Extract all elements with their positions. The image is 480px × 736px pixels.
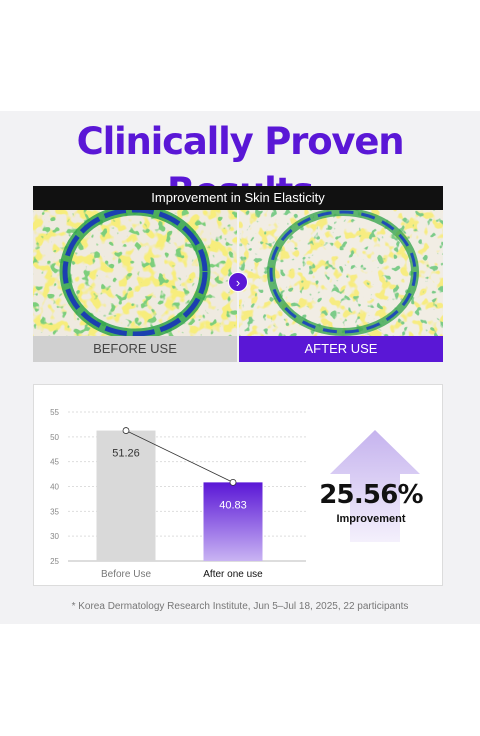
improvement-label: Improvement — [336, 513, 406, 525]
before-label: BEFORE USE — [33, 336, 237, 362]
bar-2 — [203, 482, 263, 561]
y-tick-label: 30 — [50, 532, 59, 541]
connector-line — [125, 430, 234, 483]
bar-chart: 55 50 45 40 35 30 25 51.26 Before Use 40.83 After … — [50, 408, 306, 580]
y-tick-label: 40 — [50, 483, 59, 492]
skin-comparison: Improvement in Skin Elasticity — [33, 186, 443, 376]
y-tick-label: 50 — [50, 433, 59, 442]
y-tick-label: 45 — [50, 458, 59, 467]
y-tick-label: 35 — [50, 507, 59, 516]
next-arrow-icon: › — [228, 272, 248, 292]
elasticity-chart: 55 50 45 40 35 30 25 51.26 Before Use 40.83 After … — [33, 384, 443, 586]
x-tick-label: Before Use — [101, 569, 151, 580]
x-tick-label: After one use — [203, 569, 263, 580]
bar-1 — [96, 430, 156, 561]
after-label: AFTER USE — [239, 336, 443, 362]
improvement-value: 25.56% — [319, 480, 423, 510]
after-skin-image — [239, 210, 443, 336]
up-arrow-icon — [330, 430, 420, 542]
before-skin-image — [33, 210, 237, 336]
comparison-title: Improvement in Skin Elasticity — [33, 186, 443, 210]
footnote: * Korea Dermatology Research Institute, … — [71, 601, 409, 612]
data-point — [229, 478, 237, 486]
y-tick-label: 55 — [50, 408, 59, 417]
data-point — [122, 427, 130, 434]
y-tick-label: 25 — [50, 557, 59, 566]
bar-value-label: 51.26 — [112, 448, 140, 460]
bar-value-label: 40.83 — [219, 499, 247, 511]
